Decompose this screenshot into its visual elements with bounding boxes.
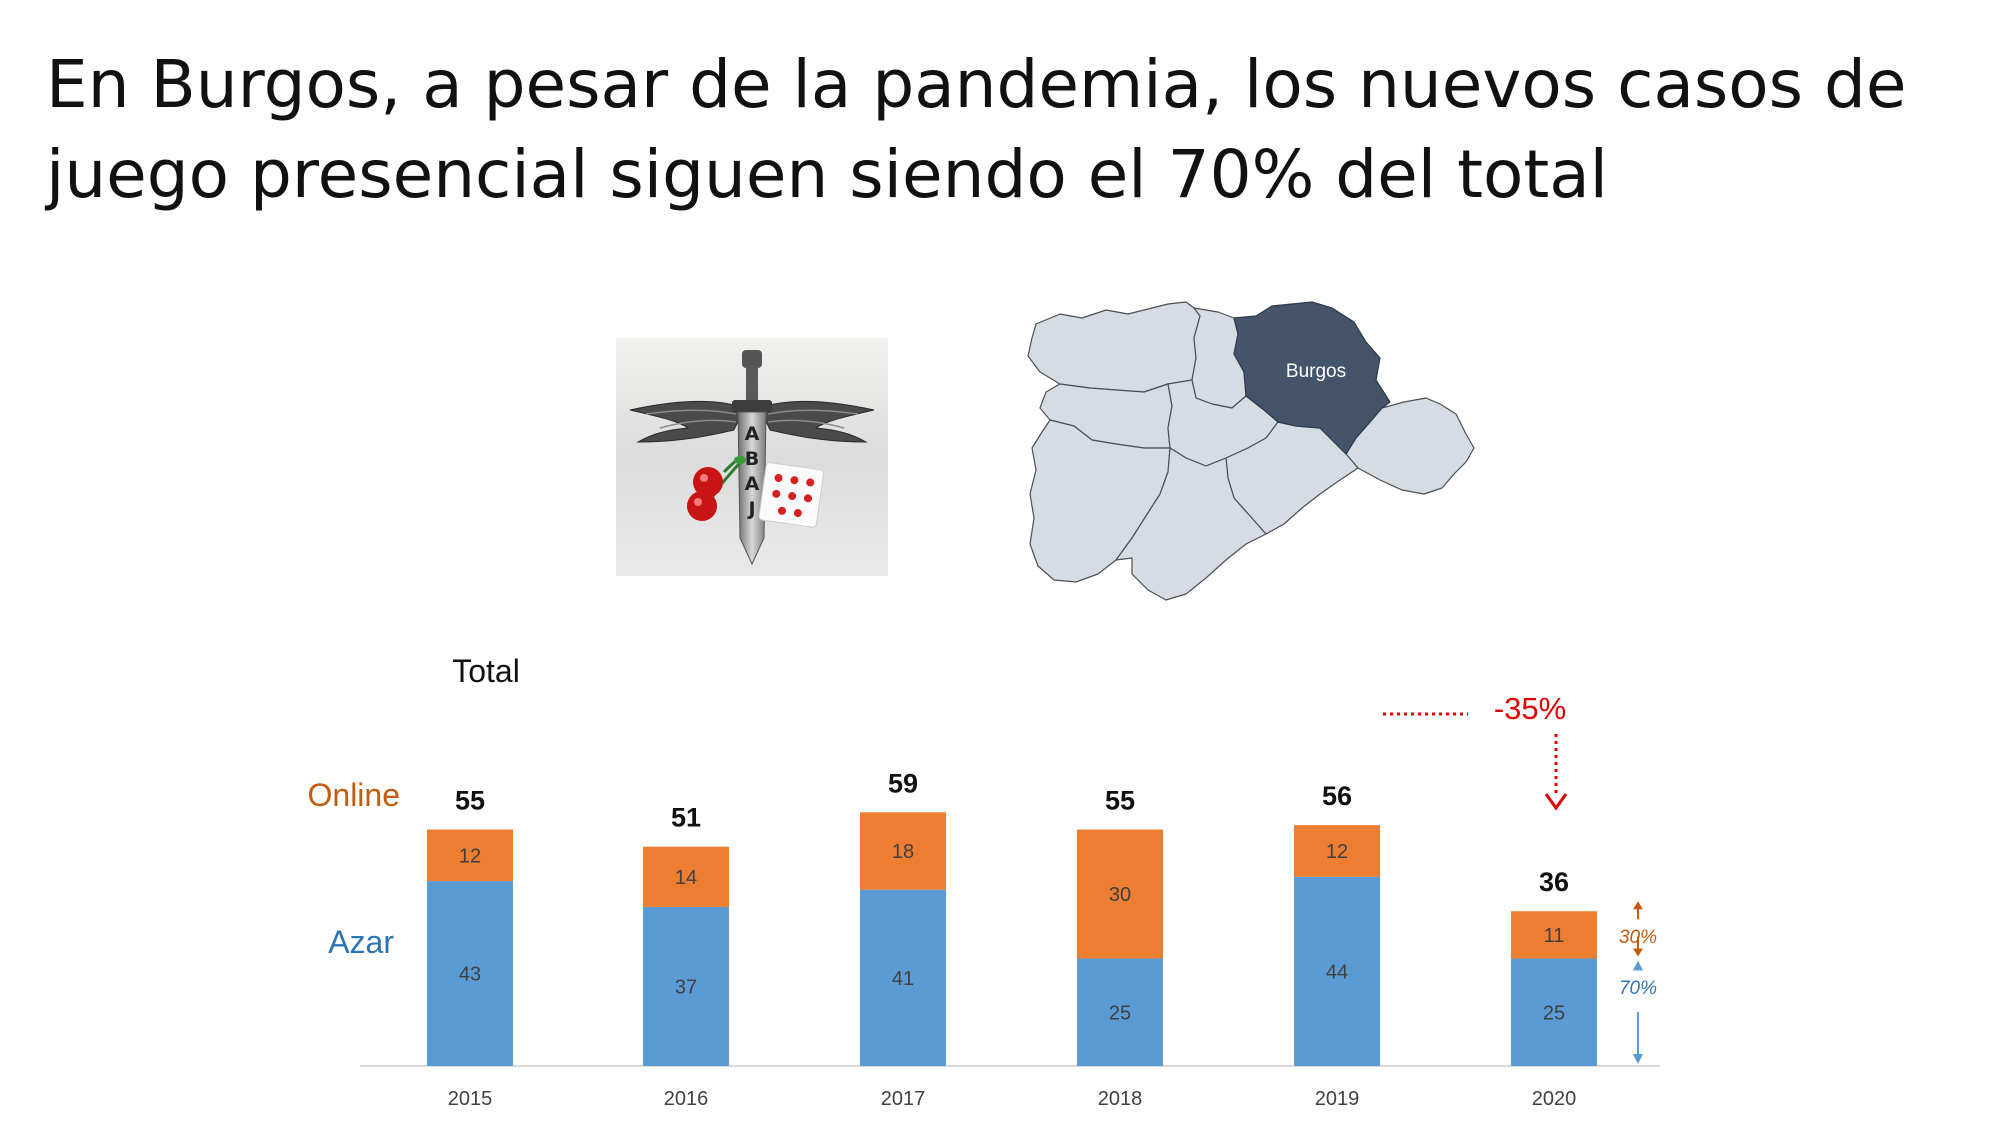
azar-share-arrowhead-up	[1633, 960, 1643, 971]
slide-title: En Burgos, a pesar de la pandemia, los n…	[46, 46, 1907, 213]
azar-share-arrowhead-down	[1633, 1054, 1643, 1064]
total-label-2018: 55	[1105, 786, 1135, 816]
data-label-online-2020: 11	[1544, 925, 1565, 947]
online-share-arrowhead-up	[1633, 901, 1643, 910]
total-label-2017: 59	[888, 768, 918, 798]
data-label-online-2017: 18	[892, 841, 914, 863]
data-label-online-2016: 14	[675, 867, 697, 889]
total-label-2016: 51	[671, 803, 701, 833]
data-label-azar-2018: 25	[1109, 1002, 1131, 1024]
online-share-label: 30%	[1619, 927, 1657, 948]
map-region-label: Burgos	[1286, 361, 1346, 382]
logo-letter-b: B	[745, 448, 759, 470]
bar-online-2017	[860, 812, 946, 890]
tick-label-2019: 2019	[1315, 1088, 1360, 1110]
bar-online-2016	[643, 846, 729, 907]
map-province-avila	[1115, 447, 1267, 601]
total-label-2019: 56	[1322, 781, 1352, 811]
bar-azar-2018	[1077, 958, 1163, 1066]
logo-letter-j: J	[746, 498, 755, 520]
bar-online-2019	[1294, 825, 1380, 877]
map-province-salamanca	[1029, 419, 1171, 583]
tick-label-2017: 2017	[881, 1088, 926, 1110]
bar-azar-2017	[860, 889, 946, 1066]
logo-letter-a2: A	[745, 473, 760, 495]
bar-online-2015	[427, 829, 513, 882]
bar-azar-2015	[427, 881, 513, 1066]
bar-online-2018	[1077, 829, 1163, 959]
series-label-online: Online	[308, 777, 401, 813]
map-province-burgos	[1233, 301, 1391, 455]
tick-label-2015: 2015	[448, 1088, 493, 1110]
data-label-azar-2019: 44	[1326, 961, 1348, 983]
data-label-azar-2020: 25	[1543, 1002, 1565, 1024]
tick-label-2016: 2016	[664, 1088, 709, 1110]
data-label-azar-2016: 37	[675, 976, 697, 998]
logo-letter-a1: A	[745, 423, 760, 445]
change-label: -35%	[1494, 691, 1566, 726]
totals-header: Total	[452, 653, 520, 689]
total-label-2015: 55	[455, 786, 485, 816]
castilla-leon-map: Burgos	[1027, 301, 1475, 601]
change-arrow-head	[1544, 793, 1568, 811]
tick-label-2018: 2018	[1098, 1088, 1143, 1110]
data-label-online-2015: 12	[459, 845, 481, 867]
bar-online-2020	[1511, 911, 1597, 959]
data-label-online-2018: 30	[1109, 884, 1131, 906]
total-label-2020: 36	[1539, 867, 1569, 897]
data-label-azar-2017: 41	[892, 968, 914, 990]
series-label-azar: Azar	[328, 924, 394, 960]
tick-label-2020: 2020	[1532, 1088, 1577, 1110]
bar-azar-2016	[643, 906, 729, 1066]
data-label-azar-2015: 43	[459, 964, 481, 986]
azar-share-label: 70%	[1619, 978, 1657, 999]
data-label-online-2019: 12	[1326, 841, 1348, 863]
sword-wings-cards-logo: A B A J	[616, 338, 888, 576]
bar-azar-2020	[1511, 958, 1597, 1066]
online-share-arrowhead-down	[1633, 948, 1643, 957]
bar-azar-2019	[1294, 876, 1380, 1066]
